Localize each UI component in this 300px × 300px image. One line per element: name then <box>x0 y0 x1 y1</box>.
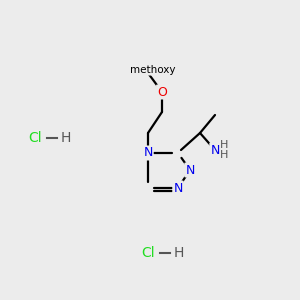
Text: N: N <box>143 146 153 160</box>
Text: N: N <box>173 182 183 194</box>
Text: O: O <box>157 85 167 98</box>
Text: H: H <box>220 140 228 150</box>
Text: N: N <box>210 143 220 157</box>
Text: H: H <box>174 246 184 260</box>
Text: Cl: Cl <box>28 131 42 145</box>
Text: Cl: Cl <box>141 246 155 260</box>
Text: H: H <box>220 150 228 160</box>
Text: N: N <box>185 164 195 176</box>
Text: methoxy: methoxy <box>130 65 176 75</box>
Text: H: H <box>61 131 71 145</box>
